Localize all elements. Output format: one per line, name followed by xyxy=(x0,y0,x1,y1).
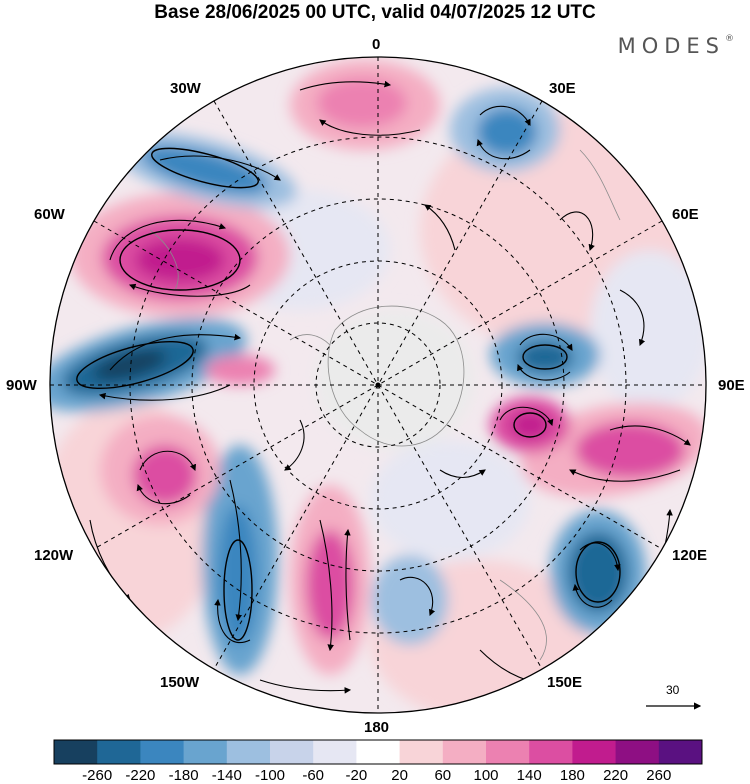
brand-mark: ® xyxy=(725,34,734,44)
colorbar-tick-label: -60 xyxy=(302,767,325,784)
colorbar-bin xyxy=(97,740,141,764)
map-title: Base 28/06/2025 00 UTC, valid 04/07/2025… xyxy=(154,2,596,23)
colorbar-bin xyxy=(442,740,487,764)
vector-scale-label: 30 xyxy=(666,683,680,697)
colorbar-bin xyxy=(270,740,314,764)
colorbar-tick-label: -20 xyxy=(345,767,368,784)
colorbar-bin xyxy=(54,740,98,764)
colorbar-bin xyxy=(399,740,444,764)
map-disk xyxy=(50,57,706,713)
colorbar-tick-label: -180 xyxy=(168,767,199,784)
lon-label-120w: 120W xyxy=(34,547,74,564)
lon-label-30e: 30E xyxy=(549,80,576,97)
colorbar-outline xyxy=(53,739,703,765)
lon-label-90w: 90W xyxy=(6,377,37,394)
antarctica xyxy=(315,310,475,450)
lon-label-90e: 90E xyxy=(718,377,745,394)
colorbar-bin xyxy=(226,740,271,764)
colorbar-tick-label: 260 xyxy=(646,767,672,784)
colorbar-tick-label: 220 xyxy=(603,767,629,784)
colorbar-tick-label: 140 xyxy=(516,767,542,784)
lon-label-0: 0 xyxy=(372,36,381,53)
high-100w xyxy=(205,355,275,385)
map-border xyxy=(49,56,707,714)
colorbar-bin xyxy=(356,740,401,764)
colorbar-tick-label: 100 xyxy=(473,767,499,784)
lon-label-60w: 60W xyxy=(34,206,65,223)
colorbar-bin xyxy=(572,740,617,764)
colorbar-tick-label: 180 xyxy=(559,767,585,784)
low-170e xyxy=(372,555,448,645)
lon-label-30w: 30W xyxy=(170,80,201,97)
brand-name: MODES xyxy=(617,34,725,58)
height-contours xyxy=(76,147,621,641)
colorbar-tick-label: 60 xyxy=(434,767,452,784)
colorbar-bin xyxy=(658,740,703,764)
lon-label-120e: 120E xyxy=(672,547,708,564)
colorbar-bin xyxy=(313,740,357,764)
lon-label-150e: 150E xyxy=(547,674,583,691)
colorbar xyxy=(53,739,703,765)
colorbar-tick-label: -260 xyxy=(82,767,113,784)
colorbar-bin xyxy=(486,740,530,764)
colorbar-tick-label: -100 xyxy=(254,767,286,784)
colorbar-bin xyxy=(140,740,185,764)
lon-label-180: 180 xyxy=(364,719,390,736)
colorbar-bin xyxy=(615,740,660,764)
south-pole-marker xyxy=(375,382,381,388)
colorbar-tick-label: 20 xyxy=(391,767,408,784)
modes-logo: MODES® xyxy=(618,34,734,58)
coastlines xyxy=(149,149,621,661)
lon-label-60e: 60E xyxy=(672,206,699,223)
colorbar-bin xyxy=(529,740,573,764)
lon-label-150w: 150W xyxy=(160,674,200,691)
colorbar-tick-label: -220 xyxy=(125,767,156,784)
colorbar-tick-label: -140 xyxy=(211,767,242,784)
colorbar-bin xyxy=(183,740,228,764)
